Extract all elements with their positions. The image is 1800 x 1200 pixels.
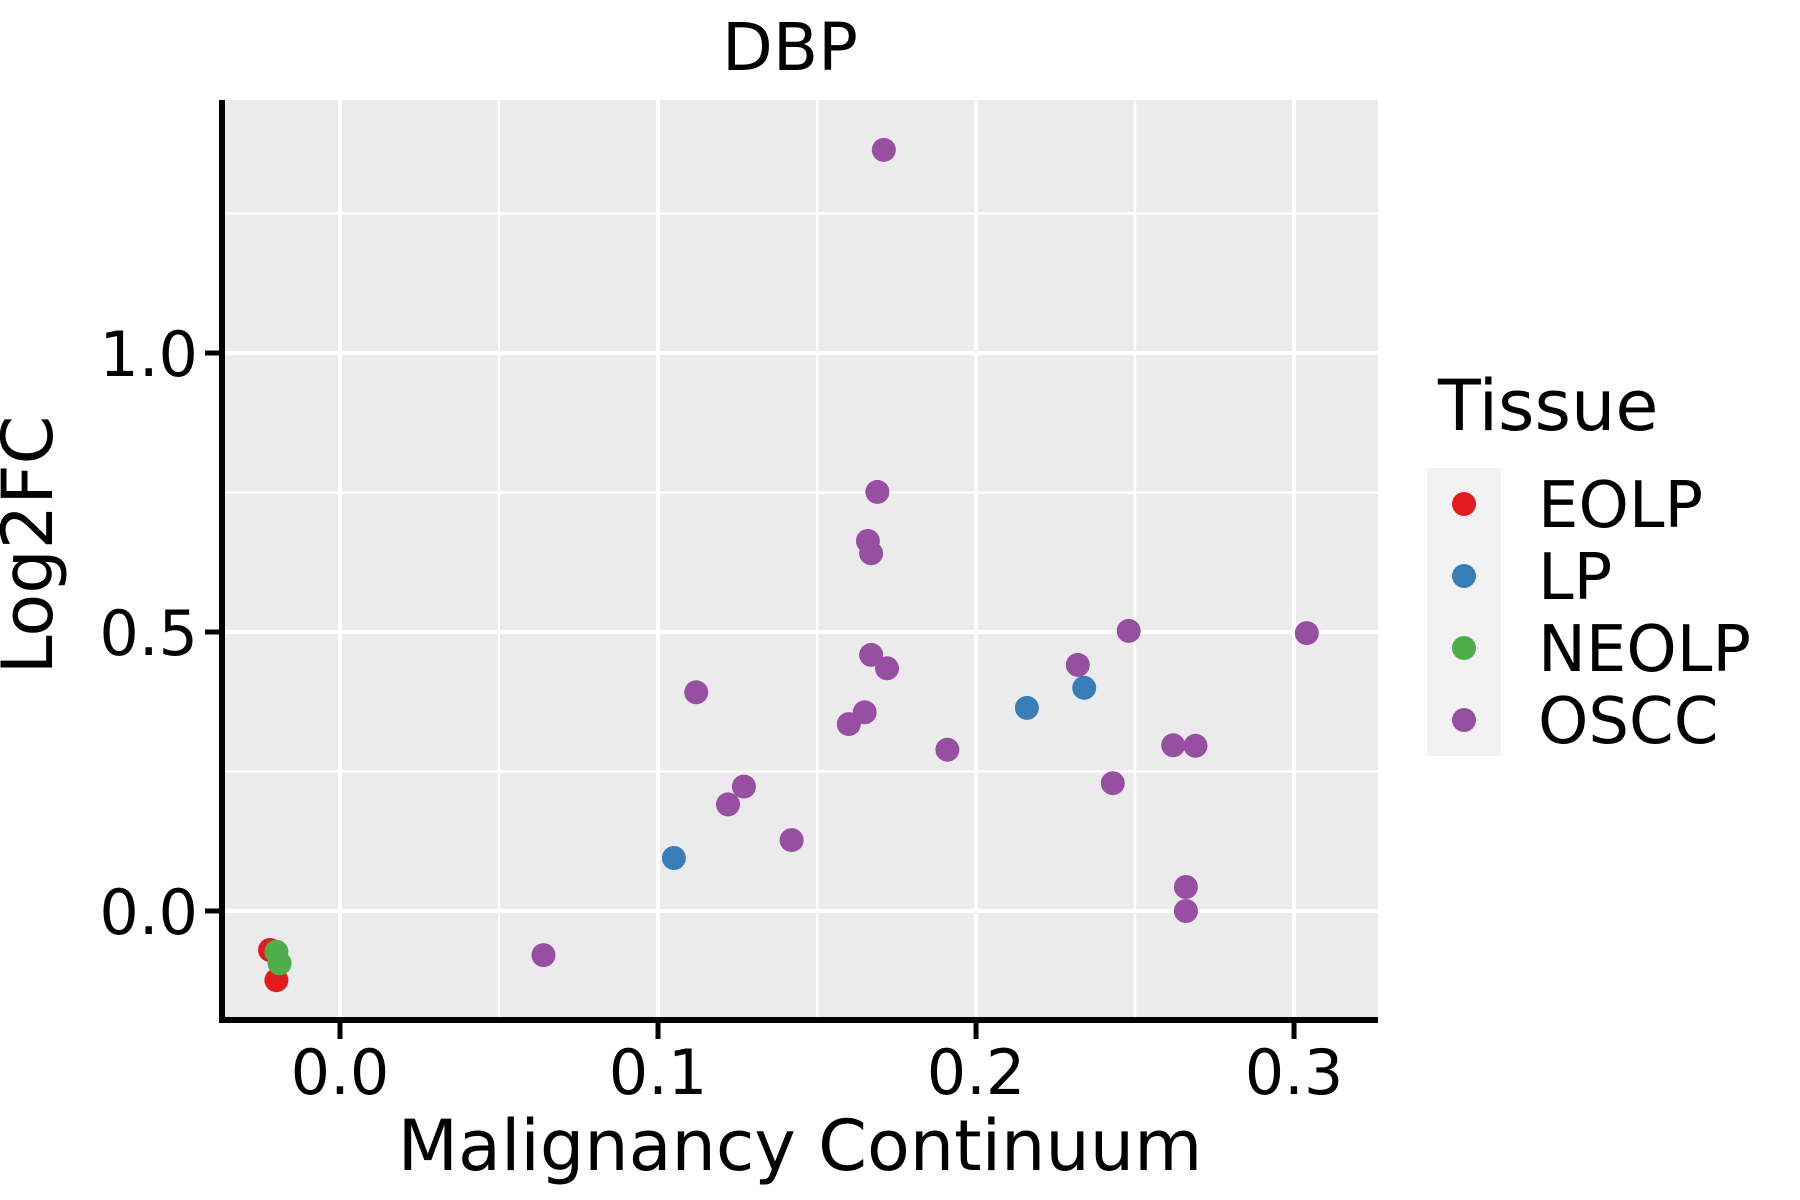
x-tick-label: 0.3 — [1245, 1036, 1344, 1109]
data-point-oscc — [1116, 618, 1141, 643]
y-tick-label: 0.5 — [99, 597, 198, 670]
data-point-oscc — [1065, 652, 1090, 677]
legend-label-neolp: NEOLP — [1538, 613, 1751, 687]
data-point-oscc — [859, 642, 884, 667]
legend-title: Tissue — [1437, 365, 1658, 447]
data-point-oscc — [935, 737, 960, 762]
x-tick-label: 0.0 — [291, 1036, 390, 1109]
data-point-neolp — [267, 951, 292, 976]
y-tick-label: 0.0 — [99, 876, 198, 949]
data-point-oscc — [1294, 621, 1319, 646]
data-point-lp — [1014, 695, 1039, 720]
chart-title: DBP — [722, 9, 858, 86]
x-axis-title: Malignancy Continuum — [398, 1105, 1203, 1187]
data-point-oscc — [871, 137, 896, 162]
gridlines — [222, 100, 1378, 1017]
legend-dot-neolp — [1452, 636, 1476, 660]
legend-dot-eolp — [1452, 492, 1476, 516]
x-tick-label: 0.1 — [609, 1036, 708, 1109]
y-tick-label: 1.0 — [99, 318, 198, 391]
data-point-lp — [661, 846, 686, 870]
legend-label-eolp: EOLP — [1538, 469, 1703, 543]
axes: 0.0 0.1 0.2 0.3 0.0 0.5 1.0 — [99, 100, 1378, 1109]
data-point-oscc — [865, 479, 890, 504]
y-axis-title: Log2FC — [0, 416, 69, 675]
data-point-oscc — [875, 656, 899, 681]
data-point-oscc — [1100, 771, 1125, 796]
data-point-oscc — [716, 792, 740, 817]
data-point-oscc — [852, 700, 877, 725]
legend-dot-lp — [1452, 564, 1476, 588]
x-tick-label: 0.2 — [927, 1036, 1026, 1109]
plot-panel — [222, 100, 1378, 1017]
data-point-oscc — [1173, 899, 1198, 923]
data-point-oscc — [684, 680, 709, 705]
panel-background — [222, 100, 1378, 1017]
data-points — [258, 137, 1319, 993]
data-point-lp — [1072, 675, 1097, 700]
data-point-oscc — [1183, 733, 1208, 758]
data-point-oscc — [1173, 875, 1198, 899]
legend-dot-oscc — [1452, 708, 1476, 732]
data-point-oscc — [1161, 733, 1186, 758]
legend-label-lp: LP — [1538, 541, 1612, 615]
data-point-oscc — [731, 774, 756, 799]
data-point-oscc — [531, 943, 556, 968]
data-point-oscc — [779, 828, 804, 853]
data-point-oscc — [859, 541, 884, 566]
legend-label-oscc: OSCC — [1538, 685, 1718, 759]
